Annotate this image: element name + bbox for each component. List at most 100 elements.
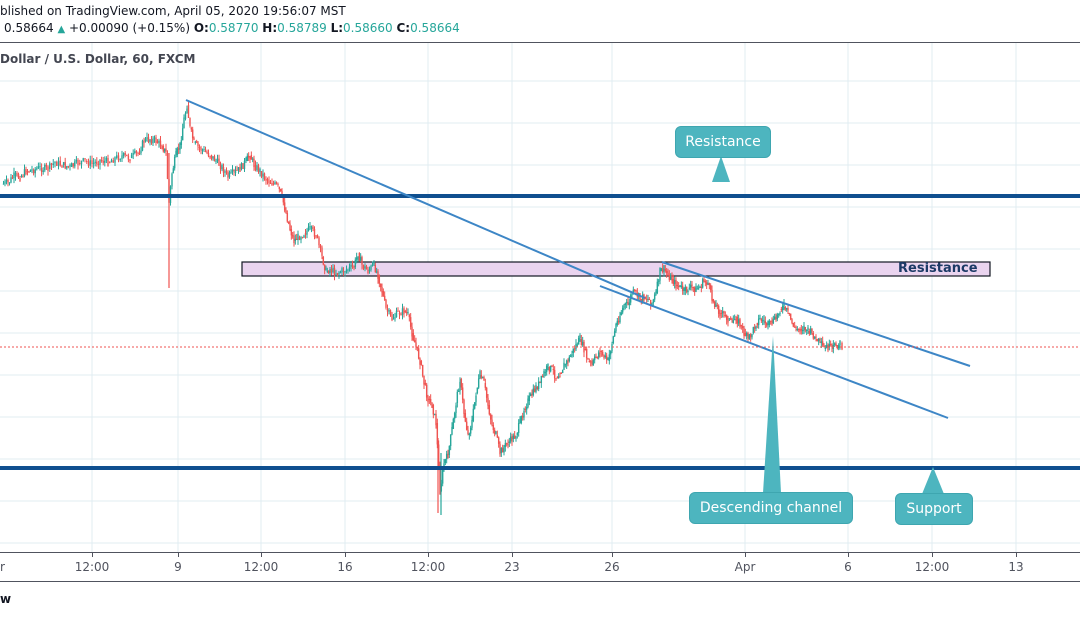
candle-body xyxy=(724,315,727,316)
candle-body xyxy=(595,356,597,358)
candle-body xyxy=(721,311,724,314)
candle-body xyxy=(501,448,504,453)
support-callout-pointer xyxy=(922,467,944,494)
candle-body xyxy=(616,320,619,325)
open-value: 0.58770 xyxy=(208,21,259,35)
candle-body xyxy=(761,320,764,322)
candle-body xyxy=(353,266,355,268)
candle-body xyxy=(821,341,824,346)
candle-body xyxy=(705,282,708,285)
candle-body xyxy=(725,315,728,320)
footer-text: w xyxy=(0,592,12,606)
candle-body xyxy=(607,358,609,360)
candle-body xyxy=(819,338,821,341)
time-tick-label: 16 xyxy=(337,560,353,574)
candle-body xyxy=(807,327,809,330)
candle-body xyxy=(260,171,263,177)
candle-body xyxy=(14,173,17,176)
candle-body xyxy=(386,309,389,312)
candle-body xyxy=(221,164,223,170)
time-tick-label: 6 xyxy=(844,560,852,574)
candle-body xyxy=(177,148,180,150)
candle-body xyxy=(172,168,175,173)
candle-body xyxy=(415,342,417,347)
candle-body xyxy=(294,238,297,241)
candle-body xyxy=(699,286,701,288)
candle-body xyxy=(266,179,269,181)
candle-body xyxy=(548,367,551,372)
time-tick-label: 12:00 xyxy=(410,560,446,574)
candle-body xyxy=(132,153,134,155)
candle-body xyxy=(792,323,795,327)
candle-body xyxy=(672,279,675,284)
candle-body xyxy=(729,318,732,320)
candle-body xyxy=(797,328,800,330)
candle-body xyxy=(715,304,717,307)
candle-body xyxy=(159,140,162,147)
candle-body xyxy=(549,365,552,372)
candle-body xyxy=(23,169,26,177)
published-line: blished on TradingView.com, April 05, 20… xyxy=(0,4,346,18)
candle-body xyxy=(336,273,339,275)
candle-body xyxy=(611,344,613,352)
candle-body xyxy=(427,397,429,403)
candle-body xyxy=(218,158,220,166)
candle-body xyxy=(827,345,829,351)
candle-body xyxy=(304,233,307,235)
candle-body xyxy=(703,279,705,281)
candle-body xyxy=(382,291,385,296)
time-tick-label: 13 xyxy=(1008,560,1024,574)
candle-body xyxy=(609,351,612,355)
candle-body xyxy=(527,398,529,408)
candle-body xyxy=(263,173,266,180)
candle-body xyxy=(49,163,51,169)
candle-body xyxy=(330,269,333,273)
candle-body xyxy=(720,313,723,314)
candle-body xyxy=(665,270,668,273)
channel-lower-trendline xyxy=(599,285,949,419)
candle-body xyxy=(165,148,167,152)
candle-body xyxy=(271,183,273,186)
candle-body xyxy=(533,388,536,392)
candle-body xyxy=(251,158,254,160)
candle-body xyxy=(209,156,211,158)
candle-body xyxy=(623,305,625,308)
candle-body xyxy=(796,328,799,330)
candle-body xyxy=(379,283,382,288)
candle-body xyxy=(507,444,509,446)
candle-body xyxy=(436,423,439,445)
candle-body xyxy=(285,210,287,214)
candle-body xyxy=(451,426,453,435)
candle-body xyxy=(588,361,591,362)
candle-body xyxy=(291,235,294,237)
candle-body xyxy=(480,375,483,378)
candle-body xyxy=(752,327,755,333)
candle-body xyxy=(644,297,647,299)
candle-body xyxy=(309,226,311,228)
candle-body xyxy=(413,340,416,343)
candle-body xyxy=(431,402,433,408)
candle-body xyxy=(104,160,106,163)
time-tick-mark xyxy=(261,552,262,557)
candle-body xyxy=(357,256,359,258)
candle-body xyxy=(673,279,676,284)
price-chart[interactable] xyxy=(0,43,1080,552)
candle-body xyxy=(823,345,825,348)
time-tick-mark xyxy=(932,552,933,557)
candle-body xyxy=(10,177,12,183)
candle-body xyxy=(315,236,317,238)
major-downtrend-trendline xyxy=(185,99,646,299)
candle-body xyxy=(776,314,779,319)
candle-body xyxy=(351,264,354,267)
candle-body xyxy=(417,348,420,359)
candle-body xyxy=(193,138,195,140)
candle-body xyxy=(19,178,21,181)
candle-body xyxy=(424,383,427,385)
candle-body xyxy=(186,108,188,114)
candle-body xyxy=(403,308,405,314)
candle-body xyxy=(183,117,185,129)
candle-body xyxy=(107,158,109,166)
candle-body xyxy=(420,361,423,365)
close-value: 0.58664 xyxy=(410,21,460,35)
candle-body xyxy=(820,341,823,343)
